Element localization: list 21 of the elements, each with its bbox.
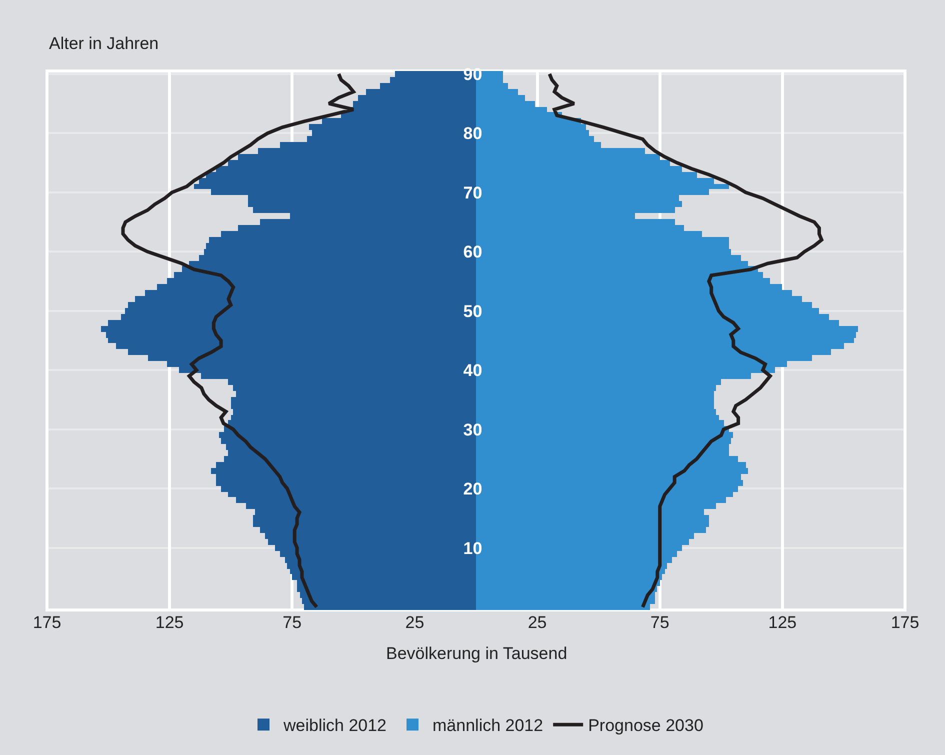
legend-label: weiblich 2012 <box>282 716 387 736</box>
x-tick-label: 175 <box>890 613 920 632</box>
y-tick-label: 30 <box>463 420 482 440</box>
x-tick-label: 25 <box>405 613 424 632</box>
x-tick-label: 125 <box>155 613 184 632</box>
x-tick-label: 75 <box>650 613 670 632</box>
legend-label: männlich 2012 <box>432 716 544 736</box>
y-tick-label: 40 <box>463 361 482 380</box>
y-tick-label: 70 <box>463 183 482 202</box>
y-tick-label: 20 <box>463 480 482 499</box>
x-axis-title: Bevölkerung in Tausend <box>386 644 568 663</box>
legend-label: Prognose 2030 <box>588 716 704 736</box>
y-tick-label: 10 <box>463 538 482 558</box>
y-tick-label: 60 <box>463 242 482 262</box>
x-tick-label: 175 <box>32 613 62 632</box>
y-tick-label: 50 <box>463 302 482 321</box>
x-tick-label: 125 <box>768 613 797 632</box>
x-tick-label: 75 <box>282 613 302 632</box>
y-axis-title: Alter in Jahren <box>49 34 159 53</box>
y-tick-label: 80 <box>463 124 482 144</box>
x-tick-label: 25 <box>528 613 547 632</box>
